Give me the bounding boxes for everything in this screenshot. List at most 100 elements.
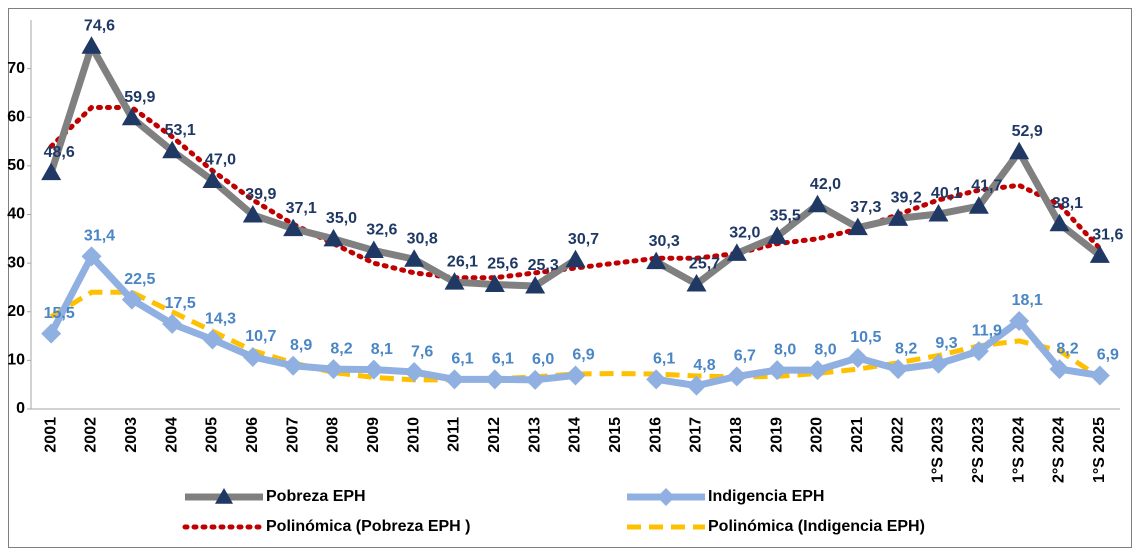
x-tick-label: 2009: [365, 417, 382, 453]
data-label: 6,0: [532, 351, 554, 368]
marker: [1009, 141, 1030, 160]
legend-label: Indigencia EPH: [708, 488, 824, 505]
data-label: 26,1: [447, 253, 478, 270]
marker: [807, 194, 828, 213]
data-label: 59,9: [124, 89, 155, 106]
data-label: 25,7: [689, 255, 720, 272]
data-label: 9,3: [935, 335, 957, 352]
data-label: 8,0: [774, 341, 796, 358]
data-label: 31,6: [1092, 227, 1123, 244]
x-tick-label: 2019: [768, 417, 785, 453]
data-label: 37,1: [286, 200, 317, 217]
y-tick-label: 50: [7, 157, 25, 174]
marker: [565, 249, 586, 268]
data-label: 8,0: [814, 341, 836, 358]
x-tick-label: 2002: [83, 417, 100, 453]
y-tick-label: 70: [7, 60, 25, 77]
data-label: 30,3: [649, 233, 680, 250]
marker: [807, 360, 828, 381]
marker: [81, 246, 102, 267]
marker: [657, 488, 675, 506]
data-label: 39,2: [891, 190, 922, 207]
data-label: 30,7: [568, 231, 599, 248]
legend-label: Polinómica (Pobreza EPH ): [266, 518, 470, 535]
data-label: 39,9: [245, 186, 276, 203]
x-tick-label: 2016: [647, 417, 664, 453]
data-label: 42,0: [810, 176, 841, 193]
marker: [81, 36, 102, 54]
x-tick-label: 2011: [446, 417, 463, 452]
data-label: 15,5: [44, 305, 75, 322]
marker: [847, 217, 868, 236]
x-tick-label: 1°S 2024: [1010, 417, 1027, 483]
data-label: 41,7: [971, 177, 1002, 194]
x-tick-label: 2021: [849, 417, 866, 453]
data-label: 47,0: [205, 152, 236, 169]
data-label: 6,1: [451, 351, 473, 368]
x-tick-label: 2014: [567, 417, 584, 453]
marker: [686, 375, 707, 396]
marker: [363, 359, 384, 380]
x-tick-label: 2022: [889, 417, 906, 453]
y-tick-label: 0: [16, 400, 25, 417]
data-label: 74,6: [84, 17, 115, 34]
x-tick-label: 2006: [244, 417, 261, 453]
marker: [968, 196, 989, 214]
x-tick-label: 2020: [809, 417, 826, 453]
marker: [162, 140, 183, 159]
marker: [646, 369, 667, 390]
marker: [444, 272, 465, 290]
marker: [726, 243, 747, 261]
x-tick-label: 2001: [42, 417, 59, 453]
data-label: 30,8: [407, 230, 438, 247]
marker: [767, 360, 788, 381]
data-label: 7,6: [411, 343, 433, 360]
data-label: 32,6: [366, 222, 397, 239]
x-tick-label: 2013: [526, 417, 543, 453]
data-label: 8,9: [290, 337, 312, 354]
marker: [283, 218, 304, 237]
marker: [928, 353, 949, 374]
data-label: 25,3: [528, 257, 559, 274]
marker: [767, 226, 788, 244]
data-label: 37,3: [850, 199, 881, 216]
data-label: 40,1: [931, 185, 962, 202]
marker: [215, 488, 233, 504]
marker: [404, 362, 425, 383]
x-tick-label: 2003: [123, 417, 140, 453]
x-tick-label: 2005: [204, 417, 221, 453]
x-tick-label: 2°S 2023: [970, 417, 987, 483]
data-label: 25,6: [487, 256, 518, 273]
marker: [202, 170, 223, 188]
marker: [565, 365, 586, 386]
data-label: 6,1: [492, 351, 514, 368]
y-tick-label: 40: [7, 206, 25, 223]
marker: [484, 369, 505, 390]
data-label: 10,5: [850, 329, 881, 346]
data-label: 6,7: [734, 348, 756, 365]
legend-label: Polinómica (Indigencia EPH): [708, 518, 925, 535]
data-label: 22,5: [124, 271, 155, 288]
data-label: 8,2: [330, 340, 352, 357]
marker: [1009, 310, 1030, 331]
x-tick-label: 2015: [607, 417, 624, 453]
marker: [41, 323, 62, 344]
marker: [323, 228, 344, 247]
marker: [363, 240, 384, 258]
marker: [404, 249, 425, 267]
data-label: 8,1: [371, 341, 393, 358]
marker: [242, 204, 263, 223]
data-label: 31,4: [84, 228, 115, 245]
marker: [121, 107, 142, 126]
marker: [484, 274, 505, 293]
x-tick-label: 2017: [688, 417, 705, 453]
x-tick-label: 1°S 2025: [1091, 417, 1108, 483]
marker: [444, 369, 465, 390]
data-label: 8,2: [895, 340, 917, 357]
data-label: 17,5: [165, 295, 196, 312]
x-tick-label: 2°S 2024: [1051, 417, 1068, 483]
marker: [1089, 365, 1110, 386]
data-label: 32,0: [729, 225, 760, 242]
y-tick-label: 20: [7, 303, 25, 320]
